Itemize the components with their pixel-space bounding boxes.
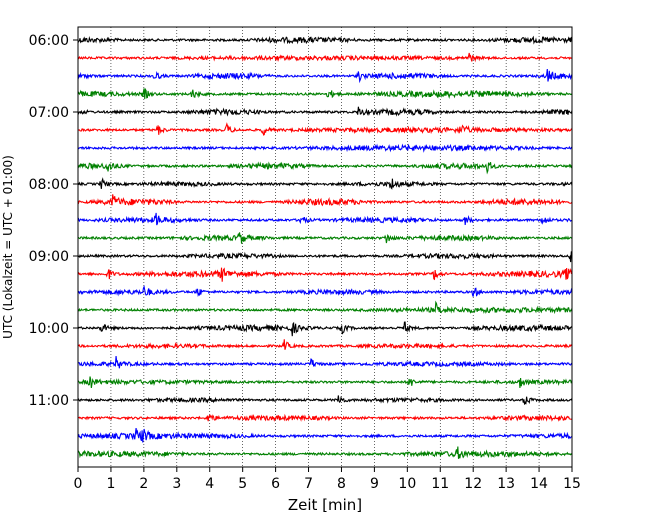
traces-group bbox=[77, 35, 573, 459]
x-tick-label: 7 bbox=[304, 476, 313, 492]
trace-0645 bbox=[77, 87, 573, 100]
x-tick-label: 4 bbox=[205, 476, 214, 492]
x-tick-label: 6 bbox=[271, 476, 280, 492]
x-tick-label: 5 bbox=[238, 476, 247, 492]
x-axis-ticks: 0 1 2 3 4 5 6 7 8 9 10 11 12 13 14 15 bbox=[74, 467, 581, 492]
y-tick-label: 08:00 bbox=[29, 177, 69, 193]
trace-1000 bbox=[77, 321, 573, 337]
trace-0915 bbox=[77, 267, 573, 282]
x-tick-label: 13 bbox=[497, 476, 515, 492]
trace-1045 bbox=[77, 376, 573, 389]
x-tick-label: 10 bbox=[398, 476, 416, 492]
y-tick-label: 10:00 bbox=[29, 321, 69, 337]
vertical-grid bbox=[110, 27, 540, 467]
x-tick-label: 15 bbox=[563, 476, 581, 492]
x-tick-label: 9 bbox=[370, 476, 379, 492]
trace-0845 bbox=[77, 232, 573, 244]
trace-1130 bbox=[77, 427, 573, 443]
trace-0715 bbox=[77, 122, 573, 136]
trace-0830 bbox=[77, 212, 573, 226]
y-axis-title: UTC (Lokalzeit = UTC + 01:00) bbox=[1, 155, 15, 339]
x-tick-label: 1 bbox=[106, 476, 115, 492]
y-axis-ticks: 06:00 07:00 08:00 09:00 10:00 11:00 bbox=[29, 33, 78, 409]
trace-0615 bbox=[77, 52, 573, 63]
y-tick-label: 06:00 bbox=[29, 33, 69, 49]
y-tick-label: 09:00 bbox=[29, 249, 69, 265]
x-tick-label: 11 bbox=[431, 476, 449, 492]
x-tick-label: 14 bbox=[530, 476, 548, 492]
trace-0745 bbox=[77, 161, 573, 175]
x-tick-label: 8 bbox=[337, 476, 346, 492]
trace-0930 bbox=[77, 284, 573, 298]
trace-0815 bbox=[77, 194, 573, 207]
x-tick-label: 12 bbox=[464, 476, 482, 492]
trace-1015 bbox=[77, 339, 573, 350]
trace-0800 bbox=[77, 177, 573, 190]
trace-0600 bbox=[77, 35, 573, 45]
trace-0700 bbox=[77, 106, 573, 117]
plot-frame bbox=[77, 26, 573, 468]
x-axis-title: Zeit [min] bbox=[288, 496, 362, 514]
x-tick-label: 2 bbox=[139, 476, 148, 492]
trace-1115 bbox=[77, 413, 573, 422]
trace-1100 bbox=[77, 395, 573, 405]
x-tick-label: 0 bbox=[74, 476, 83, 492]
trace-0630 bbox=[77, 69, 573, 84]
y-tick-label: 11:00 bbox=[29, 393, 69, 409]
trace-0945 bbox=[77, 300, 573, 315]
x-tick-label: 3 bbox=[172, 476, 181, 492]
y-tick-label: 07:00 bbox=[29, 105, 69, 121]
trace-0900 bbox=[77, 251, 573, 263]
trace-0730 bbox=[77, 143, 573, 153]
trace-1145 bbox=[77, 446, 573, 459]
trace-1030 bbox=[77, 356, 573, 369]
